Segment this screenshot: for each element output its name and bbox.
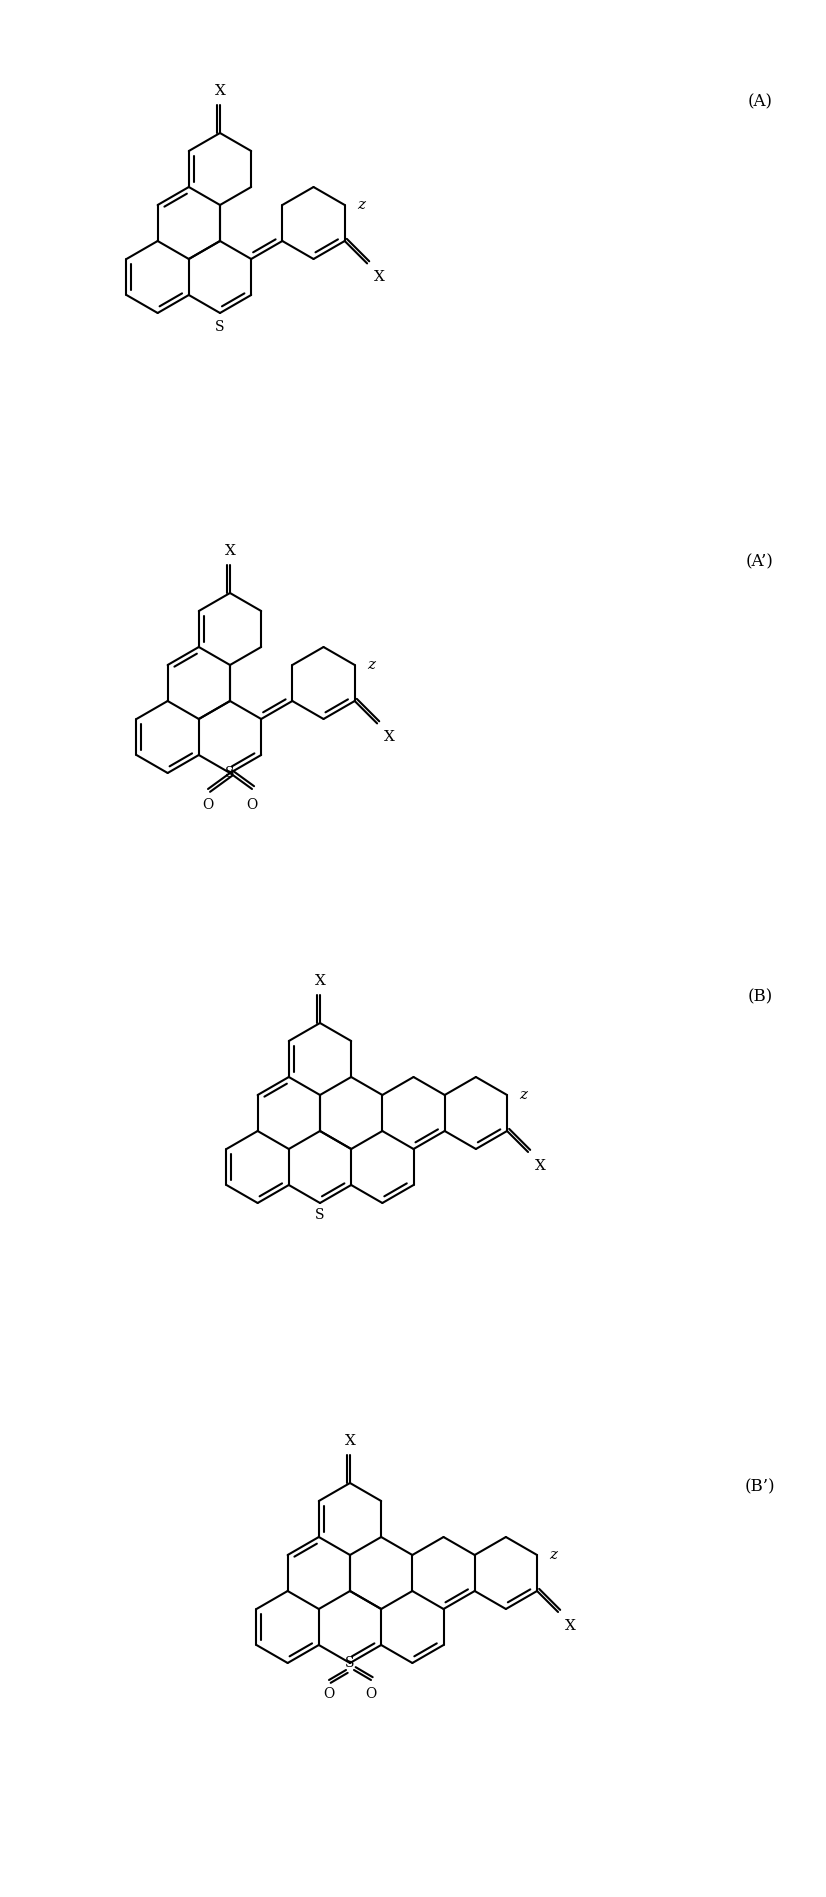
Text: z: z [367,658,375,672]
Text: S: S [316,1208,325,1222]
Text: (B’): (B’) [745,1478,776,1495]
Text: X: X [315,973,325,988]
Text: X: X [215,83,225,99]
Text: X: X [374,271,385,285]
Text: S: S [225,766,235,780]
Text: S: S [345,1656,354,1669]
Text: O: O [202,799,214,812]
Text: X: X [344,1434,355,1447]
Text: O: O [323,1686,335,1702]
Text: X: X [565,1618,576,1633]
Text: z: z [357,197,365,212]
Text: (A): (A) [748,93,772,110]
Text: z: z [549,1548,557,1561]
Text: z: z [519,1089,527,1102]
Text: O: O [365,1686,377,1702]
Text: X: X [535,1159,546,1172]
Text: S: S [216,321,225,334]
Text: (A’): (A’) [746,554,774,571]
Text: (B): (B) [748,988,772,1005]
Text: O: O [246,799,258,812]
Text: X: X [384,730,395,744]
Text: X: X [225,544,235,558]
